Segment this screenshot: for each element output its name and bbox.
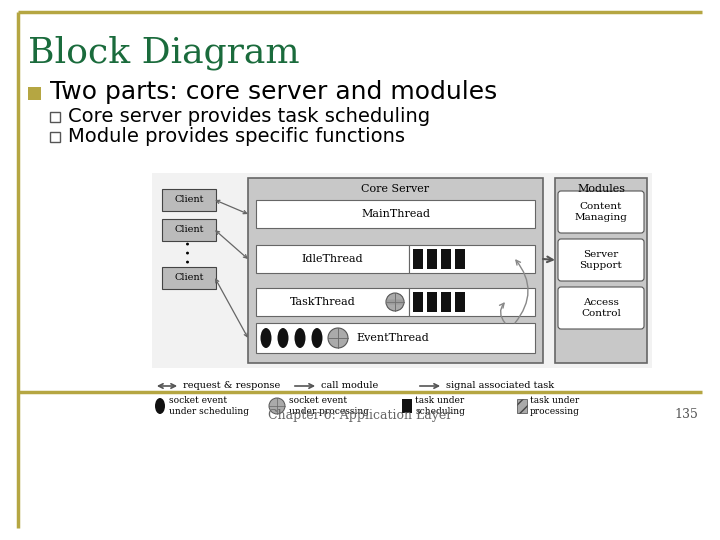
Text: • • •: • • • <box>184 240 194 264</box>
Text: call module: call module <box>321 381 378 390</box>
FancyBboxPatch shape <box>256 245 409 273</box>
FancyBboxPatch shape <box>409 288 535 316</box>
Text: Core Server: Core Server <box>361 184 430 194</box>
Text: Server
Support: Server Support <box>580 251 622 269</box>
Text: Module provides specific functions: Module provides specific functions <box>68 126 405 145</box>
Ellipse shape <box>155 398 165 414</box>
Bar <box>427 249 437 269</box>
Bar <box>402 399 412 413</box>
FancyBboxPatch shape <box>162 219 216 241</box>
Text: Client: Client <box>174 226 204 234</box>
Text: TaskThread: TaskThread <box>289 297 356 307</box>
Ellipse shape <box>294 328 305 348</box>
Circle shape <box>328 328 348 348</box>
FancyBboxPatch shape <box>256 288 409 316</box>
FancyBboxPatch shape <box>152 173 652 368</box>
Text: Client: Client <box>174 273 204 282</box>
Text: signal associated task: signal associated task <box>446 381 554 390</box>
Bar <box>517 399 527 413</box>
Bar <box>427 292 437 312</box>
Bar <box>28 87 41 100</box>
Circle shape <box>269 398 285 414</box>
Circle shape <box>386 293 404 311</box>
Text: socket event
under processing: socket event under processing <box>289 396 369 416</box>
FancyBboxPatch shape <box>50 112 60 122</box>
Bar <box>455 249 465 269</box>
Text: 135: 135 <box>674 408 698 422</box>
Text: Modules: Modules <box>577 184 625 194</box>
FancyBboxPatch shape <box>248 178 543 363</box>
FancyBboxPatch shape <box>162 189 216 211</box>
Text: Core server provides task scheduling: Core server provides task scheduling <box>68 106 430 125</box>
Text: request & response: request & response <box>183 381 280 390</box>
Bar <box>413 249 423 269</box>
FancyBboxPatch shape <box>558 191 644 233</box>
Text: IdleThread: IdleThread <box>302 254 364 264</box>
FancyBboxPatch shape <box>558 287 644 329</box>
Text: Block Diagram: Block Diagram <box>28 35 300 70</box>
Ellipse shape <box>312 328 323 348</box>
FancyBboxPatch shape <box>409 245 535 273</box>
Ellipse shape <box>261 328 271 348</box>
Text: socket event
under scheduling: socket event under scheduling <box>169 396 249 416</box>
FancyBboxPatch shape <box>162 267 216 289</box>
FancyBboxPatch shape <box>50 132 60 142</box>
Ellipse shape <box>277 328 289 348</box>
Text: MainThread: MainThread <box>361 209 430 219</box>
FancyBboxPatch shape <box>256 200 535 228</box>
Bar <box>441 249 451 269</box>
Text: EventThread: EventThread <box>356 333 429 343</box>
Text: Access
Control: Access Control <box>581 298 621 318</box>
Bar <box>441 292 451 312</box>
FancyBboxPatch shape <box>555 178 647 363</box>
Text: task under
processing: task under processing <box>530 396 580 416</box>
FancyBboxPatch shape <box>558 239 644 281</box>
Bar <box>413 292 423 312</box>
Text: Content
Managing: Content Managing <box>575 202 627 222</box>
Text: Chapter 6: Application Layer: Chapter 6: Application Layer <box>268 408 452 422</box>
FancyBboxPatch shape <box>256 323 535 353</box>
Text: task under
scheduling: task under scheduling <box>415 396 465 416</box>
Text: Two parts: core server and modules: Two parts: core server and modules <box>50 80 498 104</box>
Text: Client: Client <box>174 195 204 205</box>
Bar <box>455 292 465 312</box>
